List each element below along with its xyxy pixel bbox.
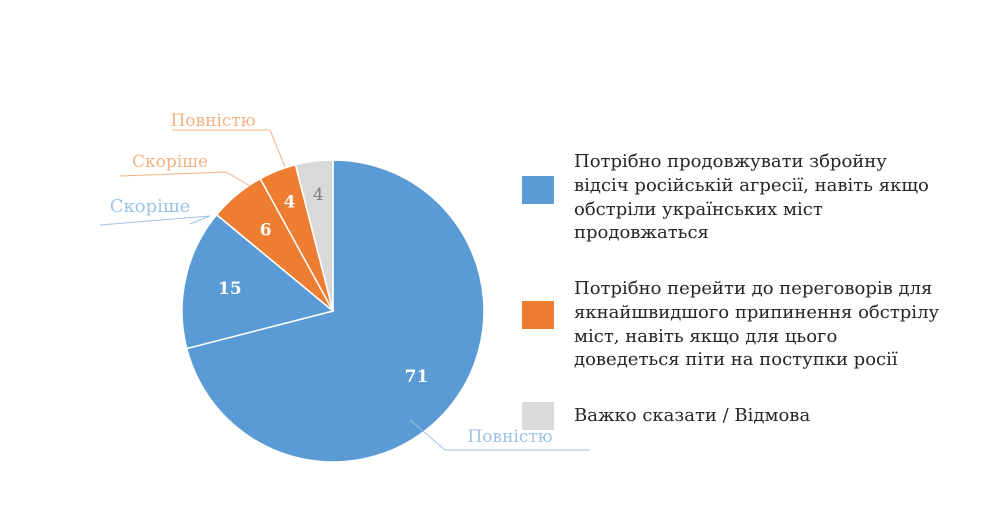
legend-item-hard-to-say: Важко сказати / Відмова — [522, 402, 942, 430]
callout-line-blue_rather — [99, 215, 211, 226]
legend-swatch-orange — [522, 301, 554, 329]
legend-swatch-gray — [522, 402, 554, 430]
callout-label-orange_full: Повністю — [170, 111, 255, 131]
legend-swatch-blue — [522, 176, 554, 204]
pie-slice-blue_full — [185, 159, 485, 463]
legend-label-fight-back: Потрібно продовжувати збройну відсіч рос… — [574, 151, 929, 244]
callout-label-orange_rather: Скоріше — [132, 152, 208, 172]
callout-label-blue_full: Повністю — [467, 427, 552, 447]
pie-slice-gray — [294, 159, 334, 312]
callout-line-orange_full — [172, 129, 286, 168]
callout-line-orange_rather — [119, 171, 251, 187]
slice-value-label-blue_rather: 15 — [218, 279, 242, 299]
callout-label-blue_rather: Скоріше — [110, 196, 191, 217]
slice-value-label-gray: 4 — [313, 185, 324, 205]
slice-value-label-blue_full: 71 — [405, 367, 429, 387]
slice-value-label-orange_rather: 6 — [260, 221, 272, 241]
legend-label-hard-to-say: Важко сказати / Відмова — [574, 405, 811, 426]
legend-label-negotiate: Потрібно перейти до переговорів для якна… — [574, 278, 940, 371]
slice-value-label-orange_full: 4 — [284, 192, 296, 212]
legend-item-fight-back: Потрібно продовжувати збройну відсіч рос… — [522, 150, 942, 245]
callout-line-blue_full — [409, 419, 590, 451]
legend: Потрібно продовжувати збройну відсіч рос… — [522, 150, 942, 430]
legend-item-negotiate: Потрібно перейти до переговорів для якна… — [522, 277, 942, 372]
pie-slice-blue_rather — [181, 213, 335, 350]
